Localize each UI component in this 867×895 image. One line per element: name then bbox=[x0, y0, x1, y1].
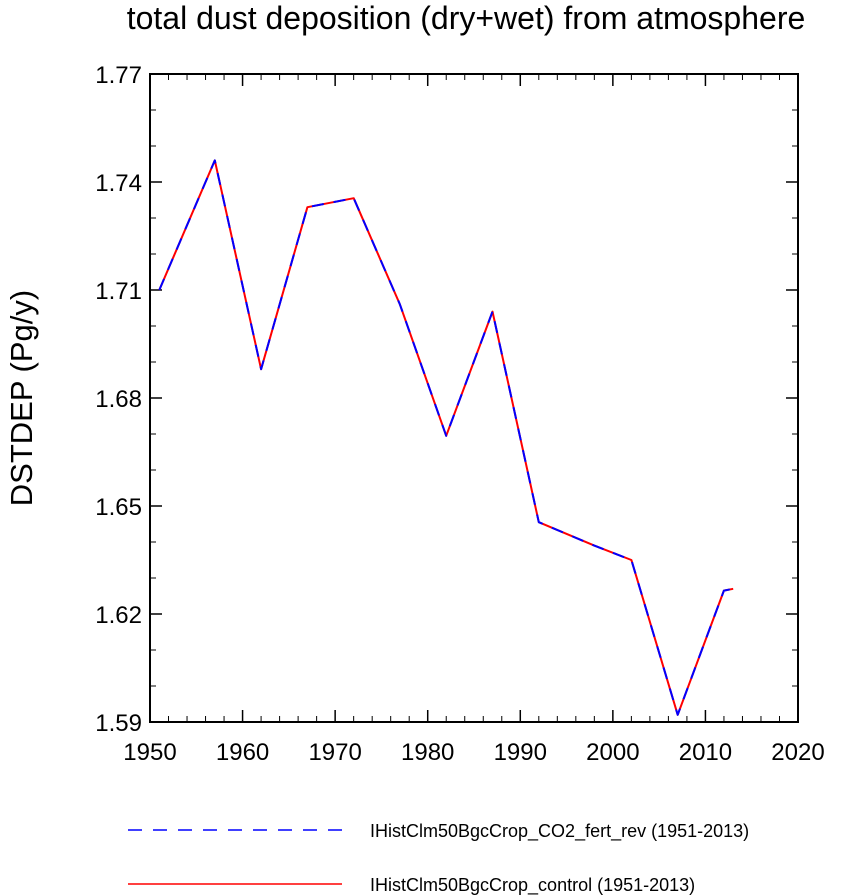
x-tick-label: 1980 bbox=[401, 739, 454, 766]
x-tick-label: 2020 bbox=[771, 739, 824, 766]
y-tick-label: 1.68 bbox=[95, 386, 142, 413]
x-tick-label: 1990 bbox=[494, 739, 547, 766]
y-axis-label: DSTDEP (Pg/y) bbox=[4, 290, 39, 506]
y-tick-label: 1.71 bbox=[95, 278, 142, 305]
series-line-0 bbox=[158, 159, 734, 716]
x-tick-label: 1950 bbox=[123, 739, 176, 766]
x-tick-label: 1960 bbox=[216, 739, 269, 766]
series-line-1 bbox=[158, 159, 734, 716]
y-tick-label: 1.62 bbox=[95, 602, 142, 629]
chart-title: total dust deposition (dry+wet) from atm… bbox=[127, 0, 806, 36]
x-tick-label: 1970 bbox=[308, 739, 361, 766]
plot-frame bbox=[149, 73, 799, 723]
x-tick-label: 2000 bbox=[586, 739, 639, 766]
y-tick-label: 1.65 bbox=[95, 494, 142, 521]
y-tick-label: 1.77 bbox=[95, 62, 142, 89]
legend-label-0: IHistClm50BgcCrop_control (1951-2013) bbox=[370, 875, 695, 895]
y-tick-label: 1.59 bbox=[95, 710, 142, 737]
legend-label-1: IHistClm50BgcCrop_CO2_fert_rev (1951-201… bbox=[370, 821, 749, 842]
x-tick-label: 2010 bbox=[679, 739, 732, 766]
y-tick-label: 1.74 bbox=[95, 170, 142, 197]
